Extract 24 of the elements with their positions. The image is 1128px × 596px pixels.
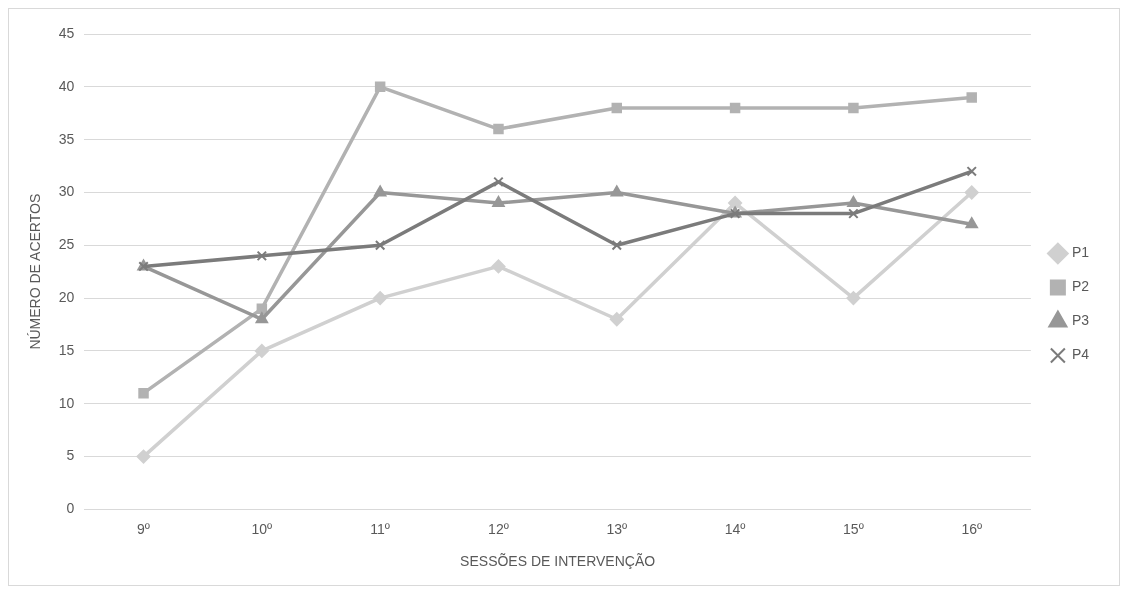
x-tick-label: 11º	[370, 520, 390, 537]
x-tick-label: 15º	[843, 520, 864, 537]
y-tick-label: 25	[58, 236, 75, 253]
legend-label: P3	[1071, 312, 1090, 329]
y-tick-label: 20	[58, 288, 75, 305]
x-tick-label: 9º	[137, 520, 150, 537]
x-tick-label: 14º	[724, 520, 746, 537]
x-tick-label: 12º	[488, 520, 509, 537]
legend-label: P4	[1071, 346, 1090, 363]
y-tick-label: 35	[58, 130, 75, 147]
y-axis-title: NÚMERO DE ACERTOS	[27, 193, 44, 350]
x-tick-label: 10º	[251, 520, 273, 537]
y-tick-label: 0	[66, 500, 75, 517]
x-axis-title: SESSÕES DE INTERVENÇÃO	[460, 553, 656, 570]
x-tick-label: 13º	[606, 520, 628, 537]
legend-label: P1	[1071, 244, 1090, 261]
y-tick-label: 15	[58, 341, 75, 358]
legend-label: P2	[1071, 278, 1090, 295]
y-tick-label: 30	[58, 183, 75, 200]
y-tick-label: 5	[66, 447, 75, 464]
y-tick-label: 10	[58, 394, 75, 411]
y-tick-label: 45	[58, 24, 75, 41]
y-tick-label: 40	[58, 77, 75, 94]
x-tick-label: 16º	[961, 520, 983, 537]
